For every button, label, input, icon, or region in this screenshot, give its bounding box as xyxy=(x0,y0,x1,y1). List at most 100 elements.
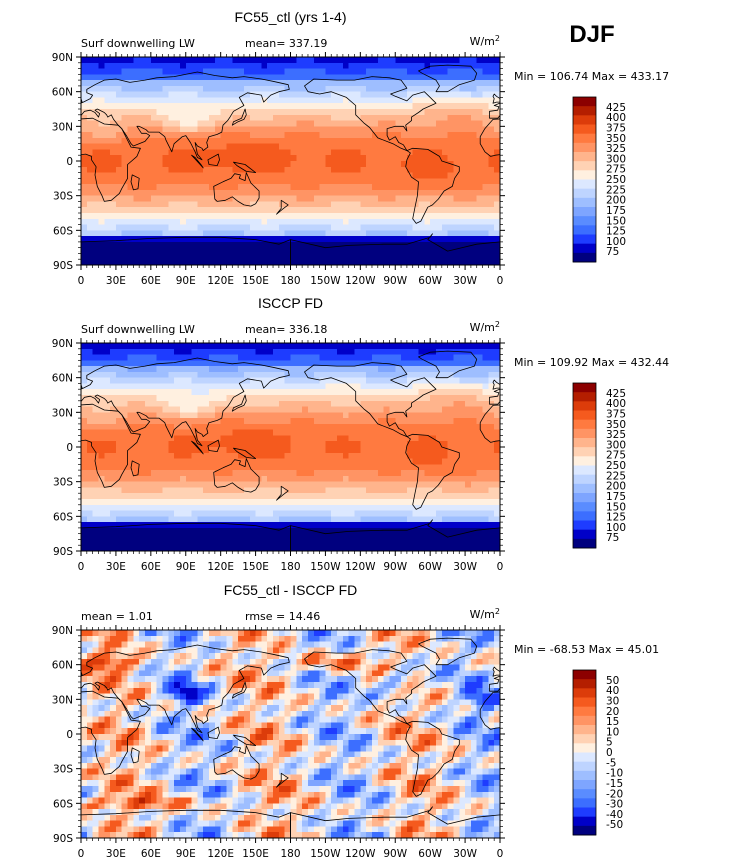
field-cell xyxy=(296,241,303,249)
field-cell xyxy=(179,475,187,483)
field-cell xyxy=(331,166,338,174)
field-cell xyxy=(482,247,489,255)
field-cell xyxy=(226,253,233,260)
field-cell xyxy=(261,447,268,454)
field-cell xyxy=(313,57,321,64)
field-cell xyxy=(412,120,420,127)
field-cell xyxy=(482,389,489,396)
field-cell xyxy=(383,487,391,494)
field-cell xyxy=(174,149,181,156)
field-cell xyxy=(319,213,327,220)
field-cell xyxy=(191,114,198,122)
field-cell xyxy=(488,201,495,208)
field-cell xyxy=(255,57,262,64)
field-cell xyxy=(145,57,152,64)
field-cell xyxy=(342,103,350,110)
field-cell xyxy=(313,429,321,437)
field-cell xyxy=(412,166,420,174)
field-cell xyxy=(482,354,489,361)
field-cell xyxy=(197,137,204,145)
field-cell xyxy=(209,126,216,133)
field-cell xyxy=(482,470,489,477)
field-cell xyxy=(273,184,280,191)
field-cell xyxy=(110,166,117,174)
field-cell xyxy=(296,343,303,350)
field-cell xyxy=(453,441,460,448)
coastline xyxy=(81,71,290,161)
field-cell xyxy=(342,458,350,465)
field-cell xyxy=(81,230,88,237)
field-cell xyxy=(133,97,140,104)
field-cell xyxy=(104,218,111,226)
field-cell xyxy=(447,132,455,139)
field-cell xyxy=(98,259,105,266)
field-cell xyxy=(168,259,175,266)
field-cell xyxy=(203,429,210,437)
field-cell xyxy=(354,377,361,385)
field-cell xyxy=(232,85,239,93)
field-cell xyxy=(389,464,396,471)
field-cell xyxy=(307,395,315,402)
colorbar-box xyxy=(573,97,596,107)
field-cell xyxy=(168,241,175,249)
field-cell xyxy=(209,103,216,110)
field-cell xyxy=(238,499,245,506)
field-cell xyxy=(209,499,216,506)
field-cell xyxy=(395,464,402,471)
field-cell xyxy=(179,487,187,494)
field-cell xyxy=(360,213,367,220)
field-cell xyxy=(494,499,501,506)
field-cell xyxy=(150,389,158,396)
field-cell xyxy=(488,504,495,512)
field-cell xyxy=(337,143,344,151)
field-cell xyxy=(214,504,222,512)
field-cell xyxy=(325,172,332,179)
field-cell xyxy=(92,259,100,266)
field-cell xyxy=(319,207,327,214)
field-cell xyxy=(174,475,181,483)
field-cell xyxy=(313,166,321,174)
field-cell xyxy=(121,395,129,402)
field-cell xyxy=(383,447,391,454)
field-cell xyxy=(395,80,402,87)
field-cell xyxy=(179,57,187,64)
field-cell xyxy=(459,400,466,408)
coastline xyxy=(418,64,478,93)
field-cell xyxy=(121,487,129,494)
field-cell xyxy=(348,400,356,408)
field-cell xyxy=(110,366,117,373)
field-cell xyxy=(110,97,117,104)
field-cell xyxy=(424,412,431,419)
field-cell xyxy=(203,126,210,133)
field-cell xyxy=(354,126,361,133)
field-cell xyxy=(447,499,455,506)
field-cell xyxy=(127,109,134,116)
field-cell xyxy=(377,441,385,448)
field-cell xyxy=(179,400,187,408)
field-cell xyxy=(371,132,379,139)
field-cell xyxy=(115,499,123,506)
field-cell xyxy=(307,377,315,385)
field-cell xyxy=(331,97,338,104)
field-cell xyxy=(435,161,443,168)
field-cell xyxy=(366,253,373,260)
field-cell xyxy=(447,166,455,174)
field-cell xyxy=(156,475,164,483)
field-cell xyxy=(121,247,129,255)
field-cell xyxy=(290,166,297,174)
field-cell xyxy=(430,68,437,75)
x-tick-label: 30W xyxy=(453,275,477,287)
field-cell xyxy=(494,224,501,231)
field-cell xyxy=(121,481,129,489)
field-cell xyxy=(104,343,111,350)
field-cell xyxy=(313,259,321,266)
field-cell xyxy=(401,487,408,494)
field-cell xyxy=(261,412,268,419)
field-cell xyxy=(162,126,169,133)
field-cell xyxy=(232,406,239,413)
field-cell xyxy=(284,470,292,477)
field-cell xyxy=(150,189,158,197)
field-cell xyxy=(354,236,361,243)
field-cell xyxy=(86,354,94,361)
field-cell xyxy=(337,97,344,104)
